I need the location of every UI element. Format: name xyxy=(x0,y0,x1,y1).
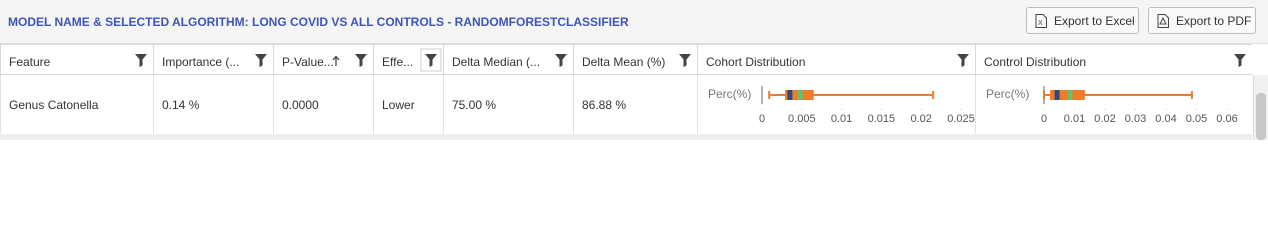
column-header[interactable]: Control Distribution xyxy=(975,44,1252,75)
title: MODEL NAME & SELECTED ALGORITHM: LONG CO… xyxy=(8,15,629,29)
column-header[interactable]: Effe... xyxy=(373,44,443,75)
export-pdf-button[interactable]: Export to PDF xyxy=(1148,7,1256,34)
column-header[interactable]: Importance (... xyxy=(153,44,273,75)
export-excel-button[interactable]: X Export to Excel xyxy=(1026,7,1139,34)
column-label: Control Distribution xyxy=(984,55,1087,69)
table-cell: 75.00 % xyxy=(443,75,573,134)
svg-text:X: X xyxy=(1038,19,1043,26)
table-cell xyxy=(697,75,975,134)
column-header[interactable]: P-Value... xyxy=(273,44,373,75)
column-label: Effe... xyxy=(382,55,414,69)
column-header[interactable]: Delta Median (... xyxy=(443,44,573,75)
scrollbar[interactable] xyxy=(1253,75,1268,140)
column-header[interactable]: Cohort Distribution xyxy=(697,44,975,75)
column-label: P-Value... xyxy=(282,55,334,69)
scroll-thumb xyxy=(1256,93,1266,140)
column-header[interactable]: Feature xyxy=(0,44,153,75)
page: MODEL NAME & SELECTED ALGORITHM: LONG CO… xyxy=(0,7,1268,140)
table-cell xyxy=(975,75,1252,134)
table-cell: Lower xyxy=(373,75,443,134)
pdf-icon xyxy=(1157,13,1169,28)
column-label: Delta Mean (%) xyxy=(582,55,666,69)
excel-icon: X xyxy=(1035,13,1047,28)
column-label: Feature xyxy=(9,55,51,69)
row-gap xyxy=(0,134,1252,140)
button-label: Export to Excel xyxy=(1054,13,1135,28)
column-label: Importance (... xyxy=(162,55,240,69)
column-header[interactable]: Delta Mean (%) xyxy=(573,44,697,75)
column-label: Cohort Distribution xyxy=(706,55,806,69)
table-cell: 0.0000 xyxy=(273,75,373,134)
table-cell: 0.14 % xyxy=(153,75,273,134)
table-cell: Genus Catonella xyxy=(0,75,153,134)
button-label: Export to PDF xyxy=(1176,13,1252,28)
column-label: Delta Median (... xyxy=(452,55,541,69)
table-cell: 86.88 % xyxy=(573,75,697,134)
